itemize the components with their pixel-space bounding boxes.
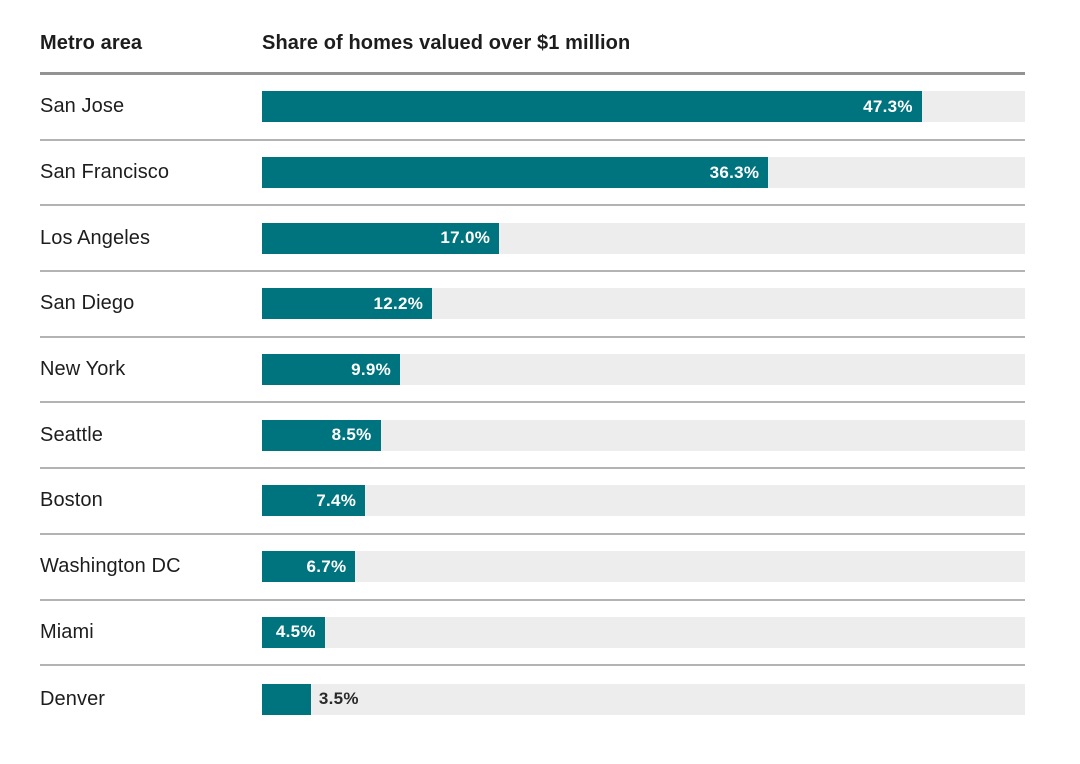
bar-track: 12.2% <box>262 288 1025 320</box>
metro-label: New York <box>40 358 126 381</box>
bar: 47.3% <box>262 91 922 123</box>
value-label: 9.9% <box>351 359 392 379</box>
chart-row: Miami 4.5% <box>40 601 1025 667</box>
header-rule <box>40 72 1025 75</box>
value-label: 3.5% <box>318 689 359 709</box>
bar: 9.9% <box>262 354 401 386</box>
metro-column-header: Metro area <box>40 32 143 54</box>
chart-row: San Jose 47.3% <box>40 75 1025 141</box>
value-label: 12.2% <box>373 293 424 313</box>
value-label: 47.3% <box>863 96 913 116</box>
metro-label: Seattle <box>40 423 103 446</box>
bar: 4.5% <box>262 616 325 648</box>
metro-label: San Diego <box>40 292 135 315</box>
value-label: 17.0% <box>440 228 491 248</box>
bar-track: 36.3% <box>262 157 1025 189</box>
value-label: 8.5% <box>331 425 372 445</box>
metro-label: San Jose <box>40 95 125 118</box>
metro-label: Miami <box>40 620 94 643</box>
metro-label: San Francisco <box>40 161 170 184</box>
table-header: Metro area Share of homes valued over $1… <box>40 30 1025 56</box>
bar <box>262 683 311 715</box>
bar: 7.4% <box>262 485 366 517</box>
bar: 12.2% <box>262 288 433 320</box>
value-column-header: Share of homes valued over $1 million <box>262 32 631 54</box>
chart-container: Metro area Share of homes valued over $1… <box>40 30 1025 732</box>
bar-track: 3.5% <box>262 683 1025 715</box>
bar-track: 8.5% <box>262 419 1025 451</box>
chart-rows: San Jose 47.3% San Francisco 36.3% Los Angel… <box>40 75 1025 732</box>
bar: 8.5% <box>262 419 381 451</box>
value-label: 7.4% <box>316 490 357 510</box>
bar: 17.0% <box>262 222 500 254</box>
chart-row: Seattle 8.5% <box>40 403 1025 470</box>
bar-track: 4.5% <box>262 616 1025 648</box>
chart-row: Washington DC 6.7% <box>40 535 1025 601</box>
bar: 36.3% <box>262 157 769 189</box>
bar-track: 47.3% <box>262 91 1025 123</box>
chart-row: Los Angeles 17.0% <box>40 206 1025 273</box>
chart-row: Denver 3.5% <box>40 666 1025 732</box>
chart-row: Boston 7.4% <box>40 469 1025 535</box>
metro-label: Denver <box>40 687 106 710</box>
chart-row: San Diego 12.2% <box>40 272 1025 338</box>
bar-track: 7.4% <box>262 485 1025 517</box>
value-label: 6.7% <box>306 556 347 576</box>
value-label: 4.5% <box>275 622 316 642</box>
value-label: 36.3% <box>709 162 760 182</box>
bar-track: 17.0% <box>262 222 1025 254</box>
chart-row: New York 9.9% <box>40 338 1025 404</box>
metro-label: Los Angeles <box>40 226 151 249</box>
bar-track: 6.7% <box>262 551 1025 583</box>
chart-row: San Francisco 36.3% <box>40 141 1025 207</box>
metro-label: Boston <box>40 489 103 512</box>
bar-track: 9.9% <box>262 354 1025 386</box>
bar: 6.7% <box>262 551 356 583</box>
metro-label: Washington DC <box>40 555 181 578</box>
